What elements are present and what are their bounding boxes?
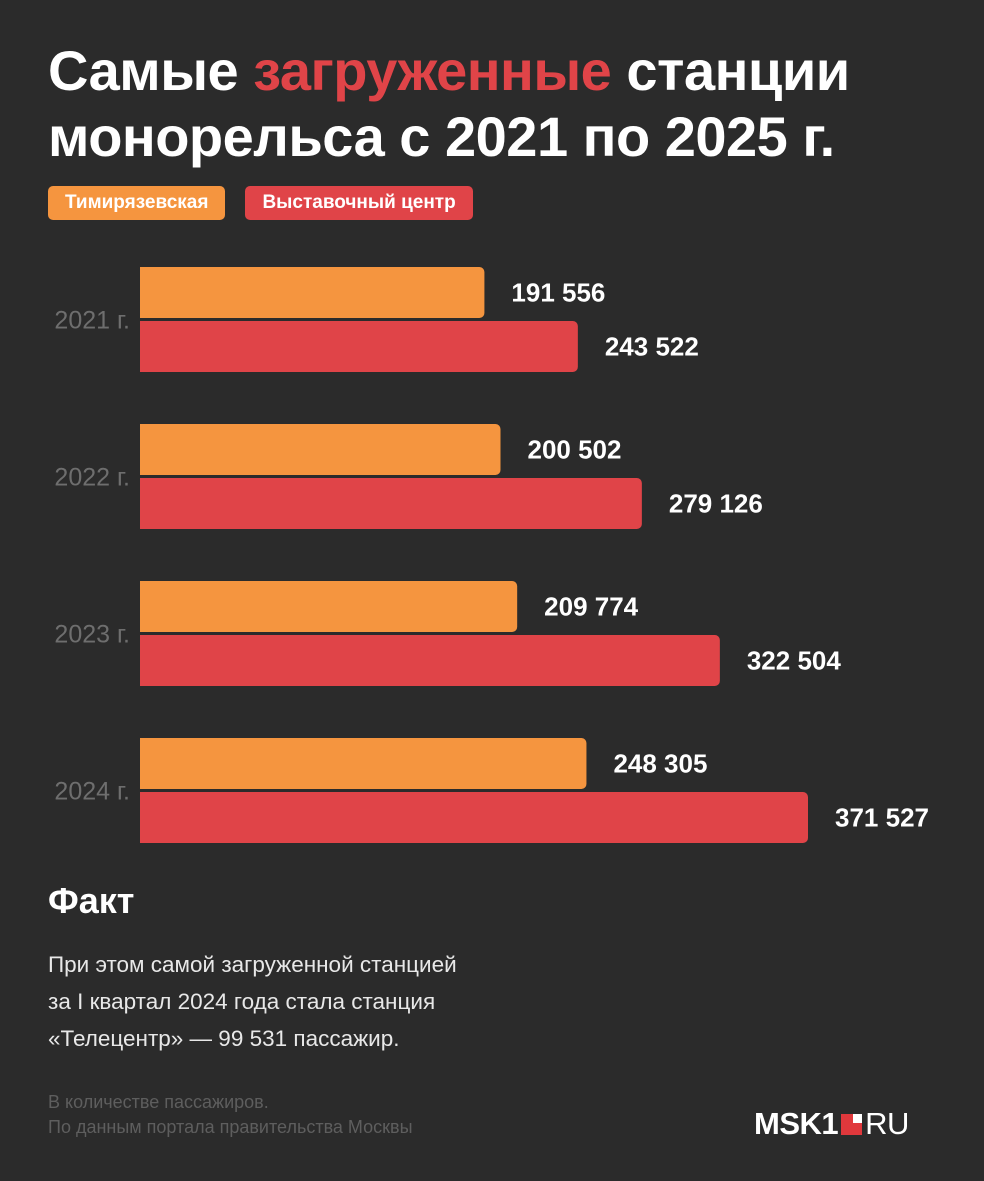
title-accent: загруженные <box>253 39 612 102</box>
fact-text: При этом самой загруженной станцией за I… <box>48 946 608 1057</box>
bar-timiryazevskaya <box>134 424 501 475</box>
category-label: 2023 г. <box>54 621 130 649</box>
value-label: 322 504 <box>747 646 842 676</box>
logo-square-icon <box>841 1113 863 1135</box>
source-note: В количестве пассажиров. По данным порта… <box>48 1090 413 1140</box>
bar-timiryazevskaya <box>134 581 518 632</box>
msk1-logo: MSK1 RU <box>754 1106 909 1142</box>
category-label: 2024 г. <box>54 778 130 806</box>
value-label: 243 522 <box>605 332 699 362</box>
value-label: 191 556 <box>511 278 605 308</box>
fact-line: за I квартал 2024 года стала станция <box>48 989 436 1014</box>
logo-text-bold: MSK1 <box>754 1106 839 1141</box>
bar-timiryazevskaya <box>134 738 587 789</box>
category-label: 2021 г. <box>54 307 130 335</box>
bar-timiryazevskaya <box>134 267 485 318</box>
category-label: 2022 г. <box>54 464 130 492</box>
title-part1: Самые <box>48 39 254 102</box>
bar-vystavochny-tsentr <box>134 792 808 843</box>
chart-title: Самые загруженные станции монорельса с 2… <box>48 38 948 170</box>
bar-vystavochny-tsentr <box>134 635 720 686</box>
value-label: 371 527 <box>835 803 929 833</box>
title-part2: станции <box>611 39 850 102</box>
logo-text-light: RU <box>865 1106 909 1141</box>
legend: Тимирязевская Выставочный центр <box>48 186 473 220</box>
bar-vystavochny-tsentr <box>134 321 578 372</box>
fact-line: «Телецентр» — 99 531 пассажир. <box>48 1026 400 1051</box>
value-label: 209 774 <box>544 592 639 622</box>
source-line-1: В количестве пассажиров. <box>48 1092 269 1112</box>
legend-item-vystavochny-tsentr: Выставочный центр <box>245 186 473 220</box>
source-line-2: По данным портала правительства Москвы <box>48 1117 413 1137</box>
fact-title: Факт <box>48 880 135 921</box>
bar-baseline-mask <box>132 250 140 860</box>
legend-item-timiryazevskaya: Тимирязевская <box>48 186 226 220</box>
value-label: 279 126 <box>669 489 763 519</box>
bar-vystavochny-tsentr <box>134 478 642 529</box>
value-label: 248 305 <box>613 749 707 779</box>
fact-line: При этом самой загруженной станцией <box>48 952 457 977</box>
value-label: 200 502 <box>527 435 621 465</box>
title-line2: монорельса с 2021 по 2025 г. <box>48 105 835 168</box>
